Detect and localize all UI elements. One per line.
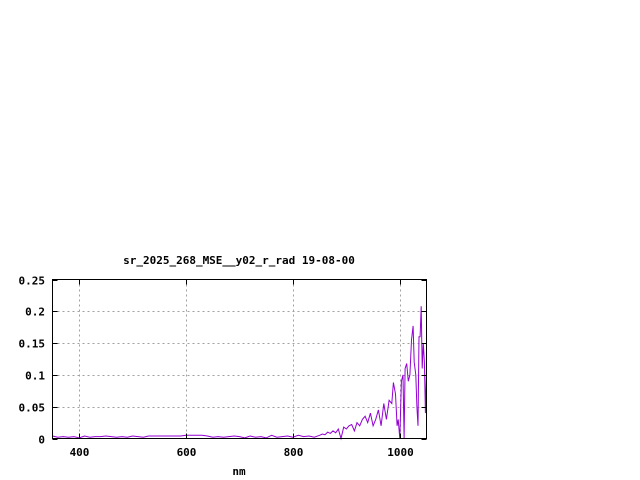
ticks: 400 600 800 1000 0 0.05 0.1 0.15 0.2 0.25 xyxy=(19,275,427,459)
series-line xyxy=(52,306,427,441)
x-tick-label: 1000 xyxy=(387,446,414,459)
y-tick-label: 0.25 xyxy=(19,275,46,288)
plot-border xyxy=(52,279,427,439)
x-tick-label: 800 xyxy=(284,446,304,459)
grid xyxy=(52,279,427,439)
y-tick-label: 0.15 xyxy=(19,338,46,351)
y-tick-label: 0.2 xyxy=(25,306,45,319)
x-axis-label: nm xyxy=(232,465,246,478)
chart-title: sr_2025_268_MSE__y02_r_rad 19-08-00 xyxy=(123,254,355,267)
y-tick-label: 0 xyxy=(38,434,45,447)
x-tick-label: 600 xyxy=(177,446,197,459)
y-tick-label: 0.05 xyxy=(19,402,46,415)
x-tick-label: 400 xyxy=(70,446,90,459)
y-tick-label: 0.1 xyxy=(25,370,45,383)
